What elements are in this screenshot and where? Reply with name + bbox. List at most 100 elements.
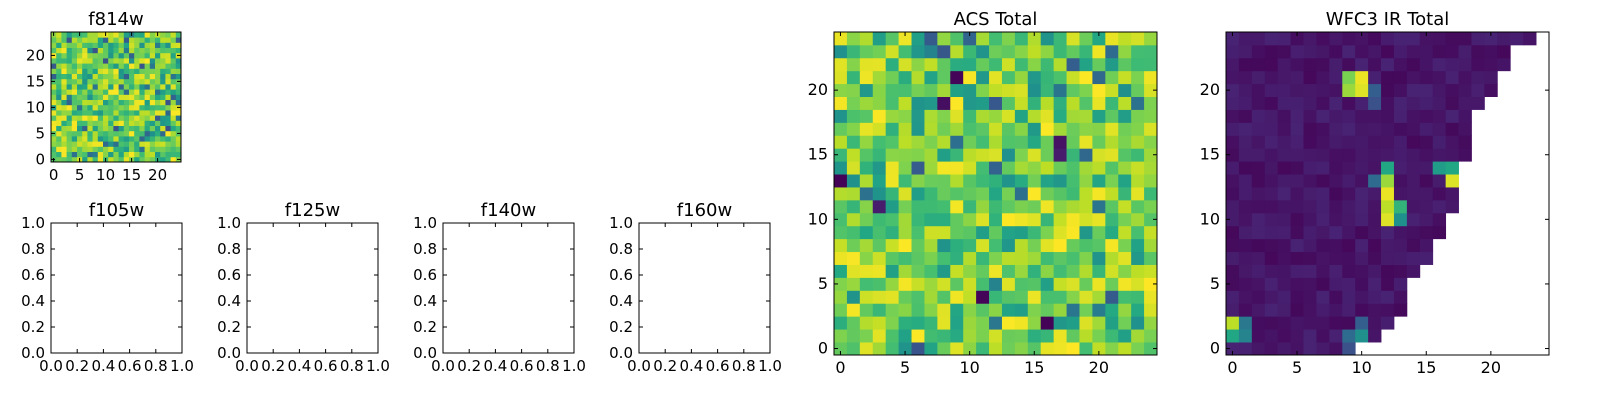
heatmap-cell [56,136,62,142]
heatmap-cell [1368,316,1382,330]
heatmap-cell [1458,122,1472,136]
heatmap-cell [1277,277,1291,291]
heatmap-cell [872,342,887,356]
heatmap-cell [1131,135,1145,149]
heatmap-cell [885,342,899,356]
heatmap-cell [1329,329,1343,343]
heatmap-cell [1118,290,1132,304]
heatmap-cell [1079,251,1093,265]
heatmap-cell [872,316,887,330]
heatmap-cell [924,109,938,123]
heatmap-cell [989,135,1003,149]
heatmap-cell [92,58,99,64]
heatmap-cell [859,225,874,240]
heatmap-cell [1105,199,1119,214]
heatmap-cell [87,94,93,100]
heatmap-cell [82,136,88,142]
heatmap-cell [1066,44,1080,59]
heatmap-cell [1027,135,1042,149]
heatmap-cell [1226,96,1240,110]
heatmap-cell [911,303,925,317]
x-tick-label: 0.8 [144,357,168,375]
y-tick-label: 0.8 [217,240,241,258]
heatmap-cell [898,109,912,123]
heatmap-cell [1144,342,1158,356]
heatmap-cell [1484,32,1498,46]
heatmap-cell [1053,57,1067,72]
heatmap-cell [937,135,951,149]
heatmap-cell [1238,277,1253,291]
heatmap-cell [1118,329,1132,343]
axis-ticks: 0.0 0.2 0.4 0.6 0.8 1.00.00.20.40.60.81.0 [609,214,782,375]
heatmap-cell [1066,96,1080,110]
heatmap-cell [859,161,874,175]
heatmap-cell [149,42,156,48]
heatmap-cell [129,89,135,95]
heatmap-cell [165,151,171,158]
heatmap-cell [1445,161,1459,175]
axes-frame [246,222,379,354]
heatmap-cell [123,141,130,147]
heatmap-cell [1277,70,1291,85]
heatmap-cell [66,156,73,163]
heatmap-cell [175,42,182,48]
heatmap-cell [1355,329,1369,343]
heatmap-cell [1316,199,1330,214]
heatmap-cell [1290,342,1304,356]
heatmap-cell [139,120,145,126]
heatmap-cell [113,47,119,54]
heatmap-cell [1329,303,1343,317]
heatmap-cell [1381,225,1395,240]
heatmap-cell [1264,277,1279,291]
heatmap-cell [97,84,104,90]
heatmap-cell [898,329,912,343]
y-tick-label: 1.0 [21,214,45,232]
heatmap-cell [134,115,140,121]
heatmap-cell [885,70,899,85]
heatmap-cell [872,109,887,123]
heatmap-cell [1053,148,1067,162]
heatmap-cell [1251,187,1266,201]
heatmap-cell [165,104,171,111]
y-tick-label: 15 [1200,145,1220,164]
heatmap-cell [1079,238,1093,253]
heatmap-cell [834,174,848,188]
heatmap-cell [1393,32,1408,46]
heatmap-cell [1355,187,1369,201]
heatmap-cell [165,37,171,43]
heatmap-cell [1381,303,1395,317]
heatmap-cell [924,238,938,253]
heatmap-cell [1131,96,1145,110]
heatmap-cell [937,44,951,59]
heatmap-cell [1105,316,1119,330]
heatmap-cell [963,57,977,72]
heatmap-cell [108,94,114,100]
heatmap-cell [1040,264,1055,278]
heatmap-cell [1342,251,1356,265]
heatmap-cell [149,47,156,54]
heatmap-cell [1381,264,1395,278]
heatmap-cell [139,130,145,137]
heatmap-cell [155,146,161,152]
heatmap-cell [976,161,990,175]
heatmap-cell [859,96,874,110]
heatmap-cell [1329,96,1343,110]
heatmap-cell [1381,277,1395,291]
heatmap-cell [1238,303,1253,317]
heatmap-cell [1432,148,1447,162]
heatmap-cell [113,136,119,142]
heatmap-cell [1001,70,1016,85]
heatmap-cell [149,104,156,111]
heatmap-cell [139,136,145,142]
heatmap-cell [123,78,130,85]
heatmap-cell [1277,96,1291,110]
heatmap-cell [87,141,93,147]
heatmap-cell [1092,122,1106,136]
heatmap-cell [175,84,182,90]
heatmap-cell [1329,174,1343,188]
heatmap-cell [1406,70,1421,85]
heatmap-cell [160,151,166,158]
heatmap-cell [134,104,140,111]
heatmap-cell [97,32,104,38]
axes-frame [50,222,183,354]
